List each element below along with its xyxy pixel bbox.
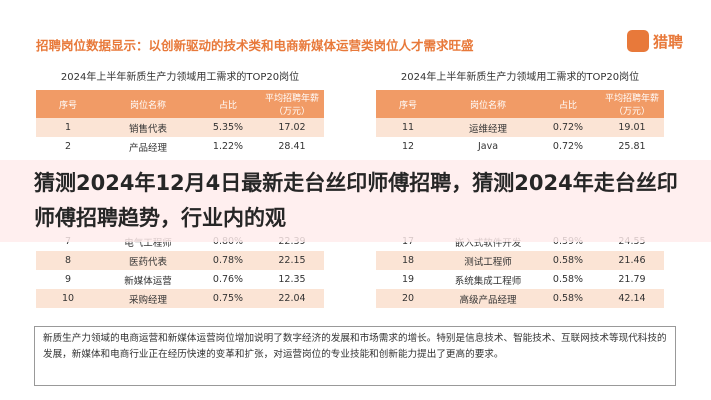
logo-text: 猎聘 xyxy=(652,32,683,51)
cell: 新媒体运营 xyxy=(124,275,172,287)
cell: 21.79 xyxy=(618,274,646,285)
header-title: 招聘岗位数据显示：以创新驱动的技术类和电商新媒体运营类岗位人才需求旺盛 xyxy=(36,38,474,53)
cell: 18 xyxy=(401,255,415,266)
cell: 1 xyxy=(64,122,72,133)
table-row: 2 产品经理 1.22% 28.41 xyxy=(36,137,324,156)
table-row: 11 运维经理 0.72% 19.01 xyxy=(376,118,664,137)
banner-text: 猜测2024年12月4日最新走台丝印师傅招聘，猜测2024年走台丝印师傅招聘趋势… xyxy=(34,171,678,230)
cell: 2 xyxy=(64,141,72,152)
table-title: 2024年上半年新质生产力领域用工需求的TOP20岗位 xyxy=(60,72,300,83)
cell: 0.75% xyxy=(212,293,244,304)
cell: 运维经理 xyxy=(468,123,507,135)
cell: 1.22% xyxy=(212,141,244,152)
logo-icon xyxy=(626,30,649,52)
cell: 序号 xyxy=(58,100,77,111)
cell: 25.81 xyxy=(618,141,646,152)
table-row: 10 采购经理 0.75% 22.04 xyxy=(36,289,324,308)
cell: 0.58% xyxy=(552,293,584,304)
cell: 19 xyxy=(401,274,415,285)
note: 新质生产力领域的电商运营和新媒体运营岗位增加说明了数字经济的发展和市场需求的增长… xyxy=(34,326,676,386)
cell: 销售代表 xyxy=(128,123,167,135)
cell: 0.72% xyxy=(552,141,584,152)
table-row: 8 医药代表 0.78% 22.15 xyxy=(36,251,324,270)
table-row: 1 销售代表 5.35% 17.02 xyxy=(36,118,324,137)
cell: 0.58% xyxy=(552,274,584,285)
cell: Java xyxy=(477,141,499,152)
cell: 占比 xyxy=(218,100,237,111)
cell: 42.14 xyxy=(618,293,646,304)
cell: 12.35 xyxy=(278,274,306,285)
cell: 高级产品经理 xyxy=(459,294,517,306)
cell: 岗位名称 xyxy=(129,100,166,111)
cell: 20 xyxy=(401,293,415,304)
table: 2024年上半年新质生产力领域用工需求的TOP20岗位 序号 岗位名称 占比 平均招聘年… xyxy=(376,68,664,308)
cell: 嵌入式软件开发 xyxy=(454,237,522,249)
cell: 12 xyxy=(401,141,415,152)
table-row: 20 高级产品经理 0.58% 42.14 xyxy=(376,289,664,308)
cell: 0.78% xyxy=(212,255,244,266)
cell: 5.35% xyxy=(212,122,244,133)
cell: 占比 xyxy=(558,100,577,111)
cell: 0.58% xyxy=(552,255,584,266)
cell: 电气工程师 xyxy=(124,237,172,249)
cell: 平均招聘年薪（万元） xyxy=(264,94,319,117)
logo: 猎聘 xyxy=(626,30,683,52)
cell: 17.02 xyxy=(278,122,306,133)
cell: 22.04 xyxy=(278,293,306,304)
cell: 序号 xyxy=(398,100,417,111)
cell: 0.72% xyxy=(552,122,584,133)
cell: 28.41 xyxy=(278,141,306,152)
table-body: 11运维经理0.72%19.0112Java0.72%25.8117嵌入式软件开… xyxy=(376,118,664,308)
cell: 0.76% xyxy=(212,274,244,285)
cell: 采购经理 xyxy=(128,294,167,306)
cell: 21.46 xyxy=(618,255,646,266)
cell: 8 xyxy=(64,255,72,266)
cell: 系统集成工程师 xyxy=(454,275,522,287)
cell: 19.01 xyxy=(618,122,646,133)
cell: 10 xyxy=(61,293,75,304)
cell: 医药代表 xyxy=(128,256,167,268)
cell: 岗位名称 xyxy=(469,100,506,111)
cell: 测试工程师 xyxy=(464,256,512,268)
table-row: 9 新媒体运营 0.76% 12.35 xyxy=(36,270,324,289)
table-title: 2024年上半年新质生产力领域用工需求的TOP20岗位 xyxy=(400,72,640,83)
header-row: 序号 岗位名称 占比 平均招聘年薪（万元） xyxy=(36,90,324,118)
cell: 9 xyxy=(64,274,72,285)
cell: 平均招聘年薪（万元） xyxy=(604,94,659,117)
cell: 11 xyxy=(401,122,415,133)
banner: 猜测2024年12月4日最新走台丝印师傅招聘，猜测2024年走台丝印师傅招聘趋势… xyxy=(0,160,711,242)
table-row: 19 系统集成工程师 0.58% 21.79 xyxy=(376,270,664,289)
cell: 22.15 xyxy=(278,255,306,266)
table-row: 12 Java 0.72% 25.81 xyxy=(376,137,664,156)
table-row: 18 测试工程师 0.58% 21.46 xyxy=(376,251,664,270)
header-row: 序号 岗位名称 占比 平均招聘年薪（万元） xyxy=(376,90,664,118)
cell: 产品经理 xyxy=(128,142,167,154)
